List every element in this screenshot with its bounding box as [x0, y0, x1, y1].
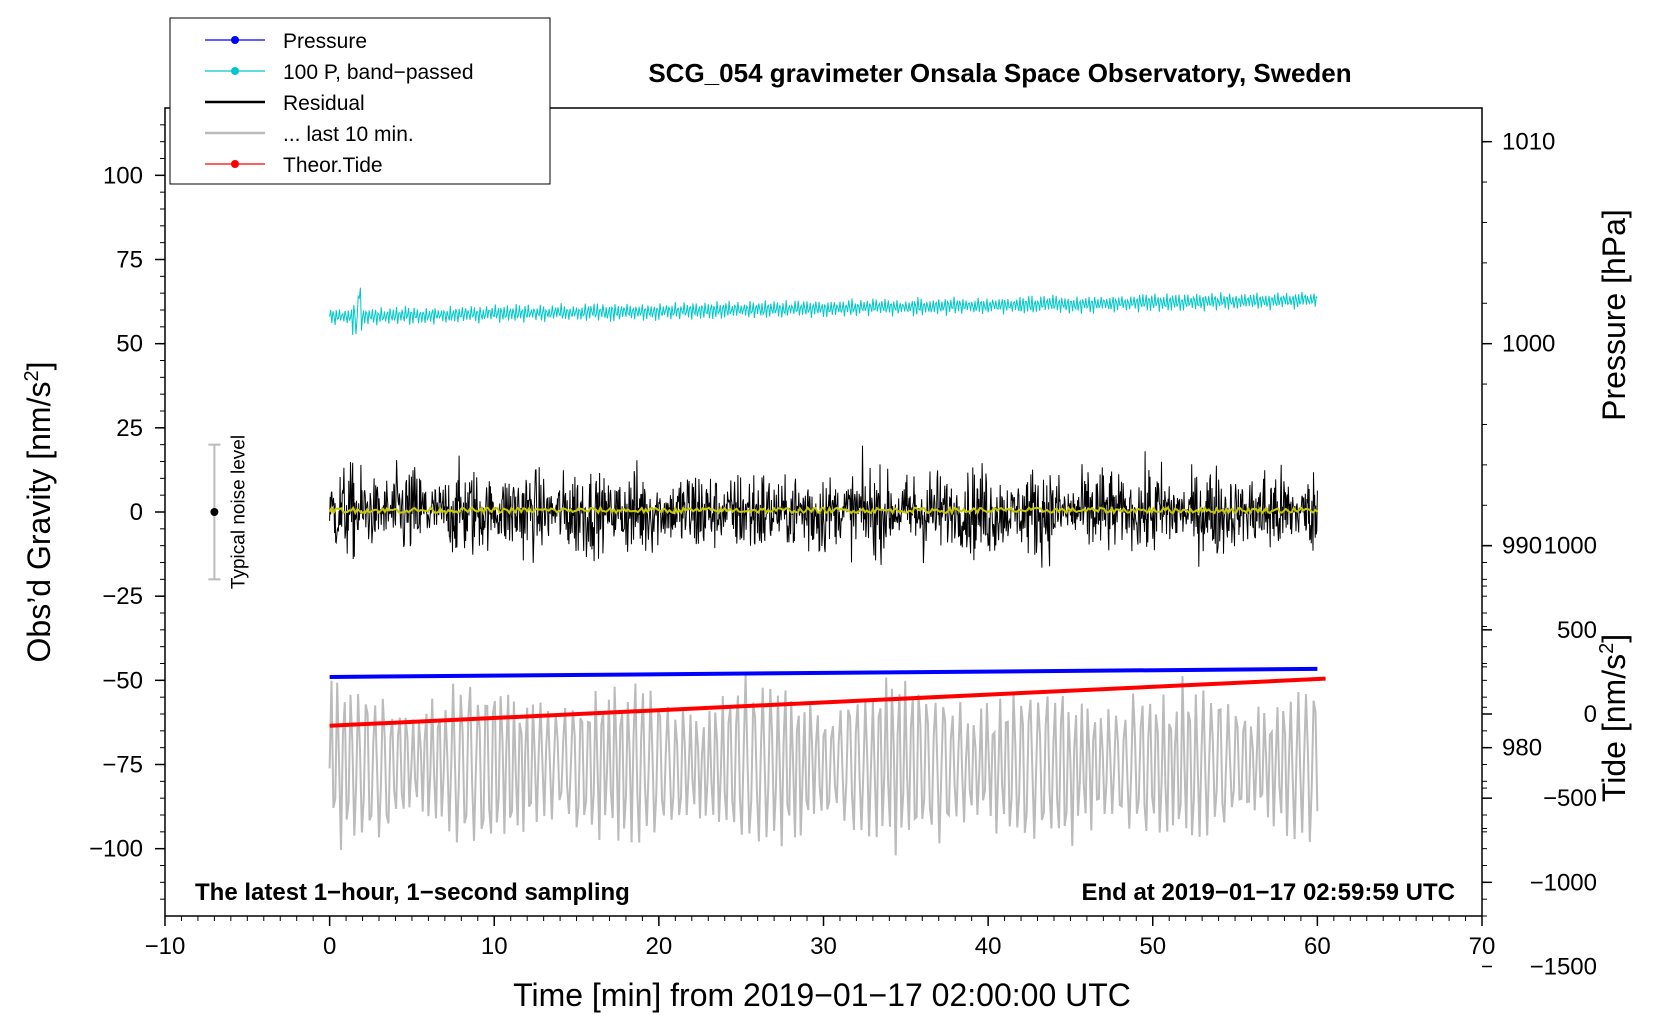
legend-entries: Pressure 100 P, band−passed Residual ... la… — [205, 30, 474, 177]
x-tick-label: 40 — [975, 933, 1002, 960]
pressure-axis-title: Pressure [hPa] — [1596, 209, 1632, 421]
pressure-tick-label: 1010 — [1502, 129, 1555, 156]
pressure-bandpassed-line — [329, 287, 1318, 336]
tide-tick-label: 0 — [1584, 701, 1597, 728]
left-tick-label: 100 — [103, 162, 143, 189]
legend-label: ... last 10 min. — [283, 123, 414, 146]
noise-level-label: Typical noise level — [228, 435, 249, 589]
legend-marker — [231, 67, 239, 75]
left-tick-label: −25 — [102, 583, 143, 610]
residual-smoothed-series — [328, 505, 1319, 516]
x-tick-label: 50 — [1139, 933, 1166, 960]
x-tick-label: 60 — [1304, 933, 1331, 960]
legend-label: Pressure — [283, 30, 367, 53]
end-time-note: End at 2019−01−17 02:59:59 UTC — [1081, 879, 1455, 906]
left-tick-label: 0 — [130, 499, 143, 526]
x-tick-label: 70 — [1469, 933, 1496, 960]
legend-label: Theor.Tide — [283, 154, 383, 177]
noise-level-center-dot — [210, 508, 219, 516]
tide-axis-ticks: 1000 500 0 −500 −1000 −1500 — [1482, 533, 1597, 981]
left-axis-ticks: 100 75 50 25 0 −25 −50 −75 −100 — [89, 124, 165, 900]
tide-axis-title: Tide [nm/s2] — [1596, 634, 1632, 802]
legend-label: Residual — [283, 92, 365, 115]
x-axis-ticks: −10 0 10 20 30 40 50 60 70 — [145, 916, 1496, 960]
pressure-bandpassed-series — [329, 287, 1318, 336]
theoretical-tide-series — [329, 676, 1326, 728]
x-tick-label: 20 — [646, 933, 673, 960]
tide-axis-title-close: ] — [1596, 634, 1632, 643]
x-tick-label: 10 — [481, 933, 508, 960]
tide-tick-label: −1000 — [1530, 869, 1597, 896]
x-tick-label: 30 — [810, 933, 837, 960]
left-tick-label: −75 — [102, 752, 143, 779]
sampling-note: The latest 1−hour, 1−second sampling — [195, 879, 630, 906]
pressure-axis-ticks: 1030102010101000990980 — [1482, 129, 1555, 829]
left-tick-label: 50 — [116, 331, 143, 358]
tide-axis-title-sup: 2 — [1596, 643, 1618, 654]
legend-marker — [231, 160, 239, 168]
left-tick-label: 75 — [116, 247, 143, 274]
left-tick-label: −50 — [102, 667, 143, 694]
last-10-min-line — [328, 674, 1319, 856]
pressure-series — [329, 666, 1318, 679]
residual-series — [329, 445, 1318, 568]
legend: Pressure 100 P, band−passed Residual ... la… — [169, 17, 551, 185]
pressure-tick-label: 990 — [1502, 533, 1542, 560]
tide-axis-title-text: Tide [nm/s — [1596, 654, 1632, 802]
pressure-tick-label: 980 — [1502, 735, 1542, 762]
tide-tick-label: −1500 — [1530, 954, 1597, 981]
chart-title: SCG_054 gravimeter Onsala Space Observat… — [648, 58, 1351, 88]
left-tick-label: −100 — [89, 836, 143, 863]
residual-smoothed-line — [328, 505, 1319, 516]
legend-marker — [231, 36, 239, 44]
left-axis-title-close: ] — [21, 362, 57, 371]
x-tick-label: 0 — [323, 933, 336, 960]
left-axis-title: Obs’d Gravity [nm/s2] — [21, 362, 57, 663]
left-axis-title-text: Obs’d Gravity [nm/s — [21, 382, 57, 663]
pressure-line — [329, 666, 1318, 679]
left-tick-label: 25 — [116, 415, 143, 442]
last-10-min-series — [328, 674, 1319, 856]
pressure-tick-label: 1000 — [1502, 331, 1555, 358]
left-axis-title-sup: 2 — [21, 370, 43, 381]
noise-level-indicator: Typical noise level — [208, 435, 249, 589]
residual-line — [329, 445, 1318, 568]
x-tick-label: −10 — [145, 933, 186, 960]
tide-tick-label: 500 — [1557, 617, 1597, 644]
legend-label: 100 P, band−passed — [283, 61, 474, 84]
tide-tick-label: −500 — [1543, 785, 1597, 812]
theoretical-tide-line — [329, 676, 1326, 728]
x-axis-title: Time [min] from 2019−01−17 02:00:00 UTC — [513, 977, 1131, 1013]
tide-tick-label: 1000 — [1544, 533, 1597, 560]
